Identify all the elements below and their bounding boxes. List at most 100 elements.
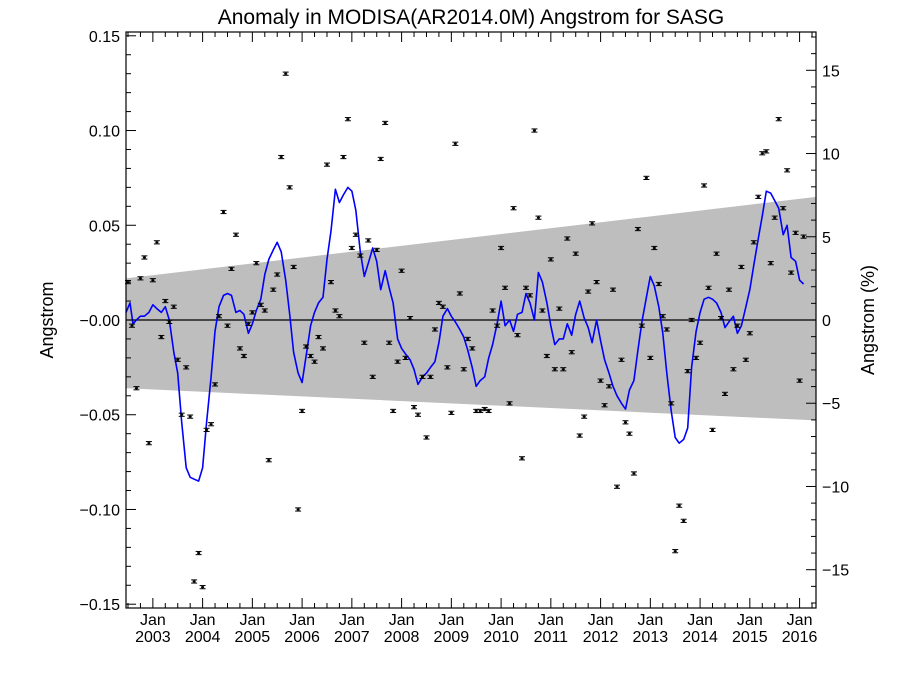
point-marker — [437, 302, 441, 304]
point-marker — [238, 347, 242, 350]
data-point — [199, 585, 206, 590]
point-marker — [458, 292, 462, 295]
point-marker — [263, 309, 267, 312]
data-point — [547, 257, 554, 262]
point-marker — [375, 248, 379, 251]
point-marker — [317, 336, 321, 338]
data-point — [659, 314, 666, 319]
data-point — [236, 346, 243, 351]
data-point — [663, 327, 670, 332]
data-point — [767, 261, 774, 266]
point-marker — [329, 281, 333, 284]
data-point — [423, 435, 430, 440]
point-marker — [279, 156, 283, 158]
x-tick-year: 2015 — [732, 629, 768, 646]
data-point — [680, 518, 687, 523]
point-marker — [192, 580, 196, 583]
data-point — [498, 245, 505, 251]
point-marker — [424, 436, 428, 439]
point-marker — [379, 158, 383, 160]
y-tick-label-left: −0.10 — [80, 502, 121, 519]
point-marker — [445, 366, 449, 369]
data-point — [576, 433, 583, 438]
data-point — [697, 340, 704, 345]
point-marker — [304, 345, 308, 348]
point-marker — [657, 283, 661, 285]
point-marker — [781, 207, 785, 210]
point-marker — [366, 239, 370, 242]
point-marker — [623, 421, 627, 424]
point-marker — [715, 252, 719, 255]
data-point — [634, 226, 641, 232]
data-point — [348, 245, 355, 251]
data-point — [315, 334, 322, 340]
point-marker — [172, 305, 176, 308]
point-marker — [739, 266, 743, 268]
data-point — [195, 550, 202, 556]
point-marker — [595, 281, 599, 284]
data-point — [597, 378, 604, 383]
x-tick-year: 2003 — [135, 629, 171, 646]
data-point — [369, 374, 376, 379]
data-point — [618, 357, 625, 362]
data-point — [373, 247, 380, 252]
point-marker — [462, 368, 466, 371]
data-point — [581, 414, 588, 419]
point-marker — [773, 216, 777, 219]
data-point — [763, 149, 770, 154]
point-marker — [242, 355, 246, 357]
point-marker — [520, 457, 524, 460]
point-marker — [487, 410, 491, 412]
point-marker — [159, 336, 163, 338]
point-marker — [735, 324, 739, 327]
point-marker — [644, 176, 648, 179]
data-point — [535, 215, 542, 220]
x-tick-month: Jan — [787, 612, 813, 629]
data-point — [506, 401, 513, 406]
point-marker — [744, 358, 748, 361]
y-tick-label-right: 15 — [822, 63, 840, 80]
point-marker — [309, 355, 313, 357]
point-marker — [229, 267, 233, 270]
x-tick-year: 2013 — [633, 629, 669, 646]
point-marker — [271, 288, 275, 291]
data-point — [651, 245, 658, 251]
point-marker — [234, 233, 238, 236]
data-point — [734, 323, 741, 328]
data-point — [655, 281, 662, 287]
data-point — [668, 401, 675, 406]
point-marker — [686, 370, 690, 373]
point-marker — [404, 356, 408, 359]
data-point — [311, 359, 318, 364]
data-point — [141, 255, 148, 260]
data-point — [224, 323, 231, 328]
data-point — [290, 264, 297, 270]
point-marker — [665, 328, 669, 331]
data-point — [212, 382, 219, 387]
point-marker — [615, 485, 619, 488]
point-marker — [470, 347, 474, 350]
data-point — [709, 427, 716, 432]
data-point — [303, 344, 310, 349]
data-point — [282, 71, 289, 76]
confidence-band — [126, 196, 816, 421]
data-point — [183, 365, 190, 370]
point-marker — [209, 423, 213, 426]
y-tick-label-right: 5 — [822, 230, 831, 247]
data-point — [556, 306, 563, 311]
data-point — [701, 183, 708, 188]
data-point — [489, 308, 496, 313]
x-tick-year: 2006 — [284, 629, 320, 646]
point-marker — [420, 375, 424, 378]
data-point — [725, 287, 732, 292]
data-point — [585, 289, 592, 294]
data-point — [398, 268, 405, 273]
data-point — [721, 391, 728, 396]
data-point — [232, 232, 239, 237]
data-point — [415, 412, 422, 417]
point-marker — [590, 222, 594, 225]
x-tick-year: 2004 — [185, 629, 221, 646]
data-point — [419, 374, 426, 379]
data-point — [402, 355, 409, 360]
data-point — [485, 408, 492, 414]
